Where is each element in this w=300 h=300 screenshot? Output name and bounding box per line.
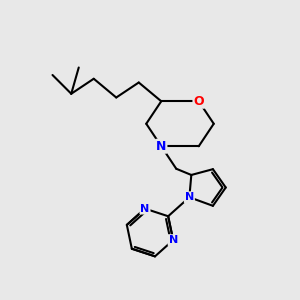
Text: N: N xyxy=(169,235,178,245)
Text: N: N xyxy=(140,204,150,214)
Text: O: O xyxy=(194,95,204,108)
Text: N: N xyxy=(156,140,166,153)
Text: N: N xyxy=(185,192,194,202)
